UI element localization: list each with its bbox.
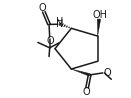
Text: N: N — [56, 19, 63, 29]
Text: OH: OH — [92, 10, 107, 20]
Text: O: O — [46, 36, 54, 46]
Text: O: O — [103, 68, 111, 78]
Text: H: H — [56, 17, 63, 27]
Text: O: O — [83, 87, 90, 97]
Polygon shape — [97, 19, 101, 36]
Polygon shape — [71, 69, 90, 76]
Text: O: O — [39, 3, 46, 13]
